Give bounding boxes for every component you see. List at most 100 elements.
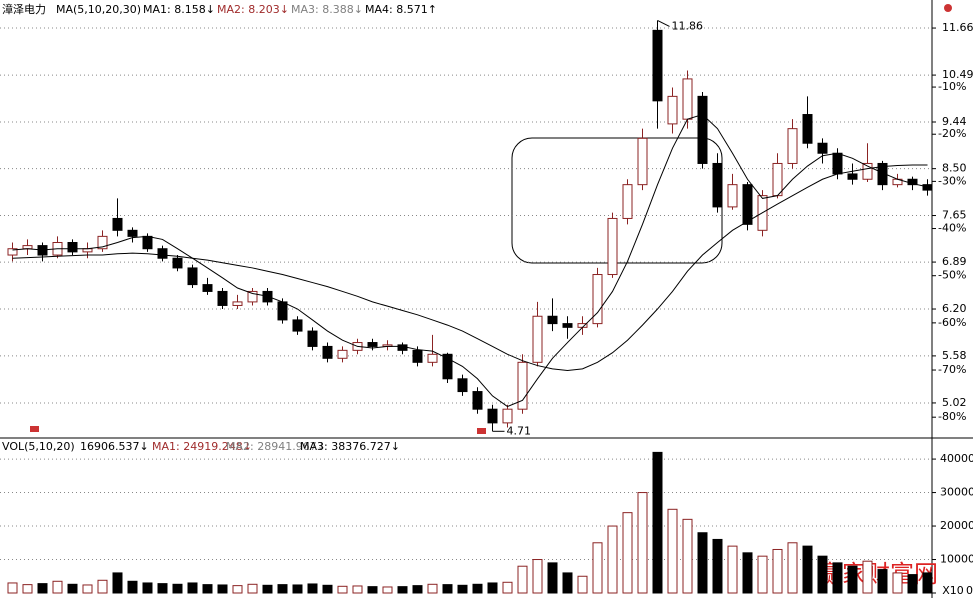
volume-bar	[127, 580, 138, 594]
volume-bar	[592, 542, 603, 594]
y-tick-label: 5.58	[942, 349, 967, 362]
volume-bar	[472, 583, 483, 594]
y-tick-label: 6.89	[942, 255, 967, 268]
volume-bar	[22, 584, 33, 594]
stock-name: 漳泽电力	[2, 2, 46, 16]
candle-body	[367, 342, 378, 347]
info-icon[interactable]	[944, 4, 952, 12]
volume-bar	[787, 542, 798, 594]
volume-bar	[367, 586, 378, 594]
candle-body	[127, 229, 138, 237]
volume-label: VOL(5,10,20)	[2, 440, 75, 453]
candle-body	[247, 290, 258, 303]
volume-bar	[802, 545, 813, 594]
volume-bar	[52, 580, 63, 594]
volume-bar	[517, 565, 528, 594]
volume-bar	[37, 583, 48, 594]
volume-bar	[262, 584, 273, 594]
candle-body	[862, 162, 873, 180]
volume-value: 16906.537↓	[80, 440, 149, 453]
volume-bar	[322, 584, 333, 594]
candle-body	[832, 152, 843, 175]
volume-bar	[922, 572, 933, 594]
ma-value: MA1: 8.158↓	[143, 3, 215, 16]
candle-body	[877, 162, 888, 186]
y2-tick-label: -10%	[938, 80, 966, 93]
volume-bar	[607, 525, 618, 594]
volume-tick-label: 40000	[940, 452, 973, 465]
candle-body	[292, 319, 303, 332]
moving-average	[12, 113, 928, 408]
candle-body	[637, 137, 648, 186]
volume-bar	[742, 552, 753, 594]
candle-body	[667, 95, 678, 125]
y-tick-label: 11.66	[942, 21, 973, 34]
signal-icon	[30, 426, 39, 432]
volume-bar	[397, 586, 408, 594]
volume-bar	[622, 512, 633, 594]
volume-bar	[862, 560, 873, 594]
candle-body	[487, 408, 498, 424]
annotation: 11.86	[672, 19, 704, 32]
volume-bar	[502, 581, 513, 594]
volume-tick-label: 0	[966, 584, 973, 597]
y2-tick-label: -70%	[938, 363, 966, 376]
volume-bar	[82, 584, 93, 594]
volume-bar	[277, 584, 288, 594]
volume-tick-label: 20000	[940, 519, 973, 532]
volume-bar	[217, 584, 228, 594]
volume-bar	[697, 532, 708, 594]
candle-body	[97, 235, 108, 250]
y-tick-label: 6.20	[942, 302, 967, 315]
annotation: 4.71	[507, 424, 532, 437]
volume-bar	[202, 584, 213, 594]
candle-body	[67, 242, 78, 253]
volume-bar	[247, 583, 258, 594]
y2-tick-label: -20%	[938, 127, 966, 140]
volume-bar	[637, 492, 648, 594]
volume-bar	[457, 584, 468, 594]
candle-body	[472, 391, 483, 410]
y-tick-label: 8.50	[942, 162, 967, 175]
candle-body	[457, 378, 468, 393]
volume-bar	[292, 584, 303, 594]
volume-bar	[892, 572, 903, 594]
volume-bar	[577, 575, 588, 594]
volume-value: MA1: 24919.248↓	[152, 440, 252, 453]
volume-bar	[307, 583, 318, 594]
candle-body	[802, 114, 813, 144]
volume-bar	[232, 585, 243, 594]
candle-body	[7, 248, 18, 256]
candle-body	[277, 301, 288, 321]
candle-body	[622, 184, 633, 219]
candle-body	[187, 267, 198, 286]
volume-bar	[562, 572, 573, 594]
candle-body	[712, 162, 723, 208]
y2-tick-label: -50%	[938, 269, 966, 282]
ma-value: MA4: 8.571↑	[365, 3, 437, 16]
volume-value: MA2: 28941.967↓	[226, 440, 326, 453]
volume-bar	[817, 555, 828, 594]
candle-body	[517, 361, 528, 410]
volume-bar	[172, 583, 183, 594]
candle-body	[697, 95, 708, 164]
candle-body	[142, 235, 153, 250]
candle-body	[427, 353, 438, 363]
candle-body	[727, 184, 738, 208]
volume-unit: X10	[942, 584, 964, 597]
volume-bar	[772, 548, 783, 594]
volume-bar	[112, 572, 123, 594]
candle-body	[397, 344, 408, 351]
signal-icon	[477, 428, 486, 434]
y-tick-label: 5.02	[942, 396, 967, 409]
candle-body	[592, 274, 603, 325]
candle-body	[202, 284, 213, 292]
volume-bar	[427, 583, 438, 594]
candle-body	[847, 173, 858, 180]
y-tick-label: 7.65	[942, 209, 967, 222]
candle-body	[337, 349, 348, 359]
volume-bar	[832, 562, 843, 594]
candle-body	[742, 184, 753, 225]
candle-body	[157, 248, 168, 259]
y2-tick-label: -40%	[938, 222, 966, 235]
